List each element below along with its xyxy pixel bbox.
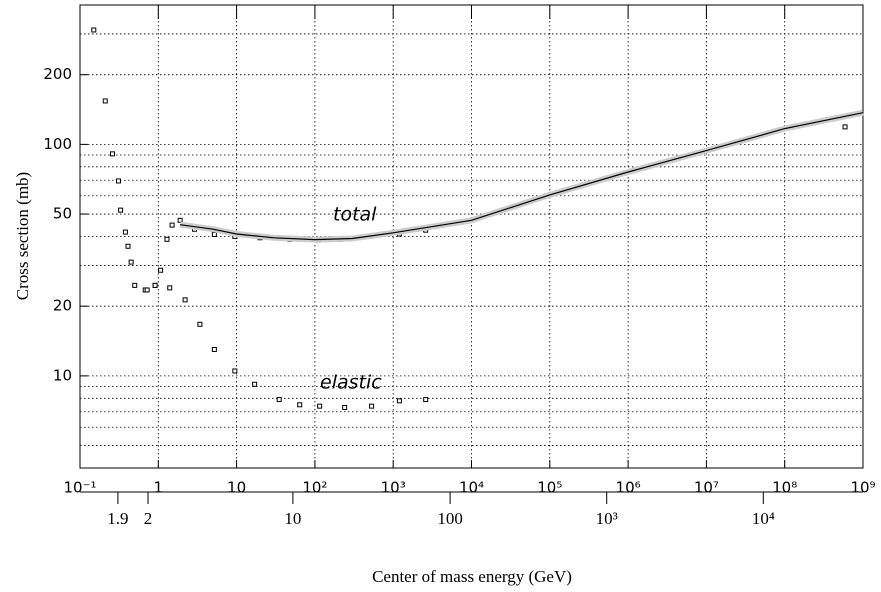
data-point [122,229,128,235]
y-tick-label: 10 [53,366,72,384]
x-tick-label: 10⁷ [694,479,719,497]
plot-frame [79,4,864,469]
x-tick-label: 10⁶ [616,479,641,497]
fit-line [180,112,864,241]
x-tick-label: 10⁻¹ [63,479,96,497]
annotation: elastic [320,372,382,394]
x2-tick-label: 10³ [596,509,618,528]
data-point [252,381,258,387]
data-point [842,124,848,130]
y-tick-label: 200 [43,65,72,83]
annotation: total [333,204,377,226]
data-point [169,222,175,228]
data-point [144,287,150,293]
y-tick-label: 20 [53,297,72,315]
data-point [128,259,134,265]
y-tick-label: 50 [53,205,72,223]
data-point [423,397,429,403]
data-point [177,217,183,223]
x-axis-label: Center of mass energy (GeV) [372,567,572,586]
data-point [167,285,173,291]
data-point [118,207,124,213]
x-tick-label: 10⁵ [537,479,562,497]
x2-tick-label: 10 [284,509,301,528]
data-point [152,282,158,288]
data-point [109,151,115,157]
data-point [125,243,131,249]
x-tick-label: 10⁹ [850,479,875,497]
x2-tick-label: 10⁴ [752,509,775,528]
data-point [115,178,121,184]
data-point [102,98,108,104]
data-point [211,346,217,352]
x-tick-label: 10⁴ [459,479,484,497]
data-point [342,405,348,411]
data-point [369,403,375,409]
data-point [297,402,303,408]
data-point [317,403,323,409]
data-point [132,282,138,288]
x2-tick-label: 100 [437,509,463,528]
data-point [211,232,217,238]
data-point [396,398,402,404]
x-tick-label: 10 [227,479,246,497]
x-tick-label: 10⁸ [772,479,797,497]
y-tick-label: 100 [43,135,72,153]
x-tick-label: 10² [302,479,327,497]
data-point [197,321,203,327]
data-point [158,267,164,273]
x-tick-label: 10³ [381,479,406,497]
data-point [232,368,238,374]
x2-tick-label: 2 [144,509,153,528]
x-tick-label: 1 [154,479,164,497]
data-point [182,297,188,303]
fit-band [179,109,864,243]
data-point [276,397,282,403]
x2-tick-label: 1.9 [107,509,128,528]
data-point [164,236,170,242]
y-axis-label: Cross section (mb) [13,172,32,300]
data-point [91,27,97,33]
